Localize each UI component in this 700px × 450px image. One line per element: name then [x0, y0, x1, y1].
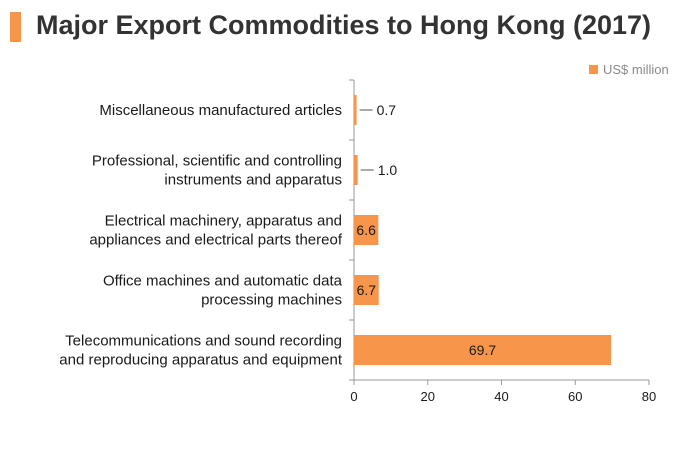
category-label: appliances and electrical parts thereof — [89, 232, 342, 249]
category-label: Professional, scientific and controlling — [92, 153, 342, 170]
bar — [354, 275, 379, 305]
x-tick-label: 20 — [421, 389, 435, 404]
bar — [354, 215, 379, 245]
category-label: instruments and apparatus — [164, 172, 342, 189]
category-label: Miscellaneous manufactured articles — [99, 102, 342, 119]
data-label: 0.7 — [377, 102, 397, 118]
category-label: Telecommunications and sound recording — [65, 333, 342, 350]
data-label: 6.6 — [356, 222, 376, 238]
x-tick-label: 60 — [568, 389, 582, 404]
data-label: 6.7 — [357, 282, 377, 298]
bar — [354, 155, 358, 185]
data-label: 1.0 — [378, 162, 398, 178]
category-label: and reproducing apparatus and equipment — [59, 352, 343, 369]
legend-swatch — [589, 65, 598, 74]
x-tick-label: 80 — [642, 389, 656, 404]
bar — [354, 95, 357, 125]
x-tick-label: 0 — [350, 389, 357, 404]
category-label: processing machines — [201, 292, 342, 309]
category-label: Electrical machinery, apparatus and — [105, 213, 342, 230]
legend-label: US$ million — [603, 62, 669, 77]
x-tick-label: 40 — [494, 389, 508, 404]
data-label: 69.7 — [469, 342, 496, 358]
bar — [354, 335, 612, 365]
category-label: Office machines and automatic data — [103, 273, 343, 290]
page-title: Major Export Commodities to Hong Kong (2… — [36, 10, 652, 40]
title-accent-bar — [10, 12, 21, 42]
